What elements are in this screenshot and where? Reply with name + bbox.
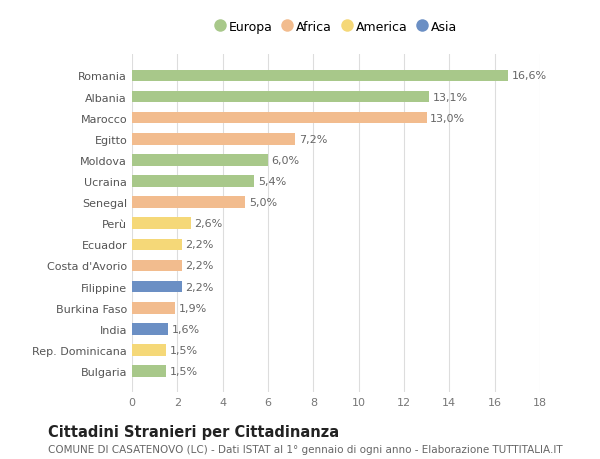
Text: 13,0%: 13,0%: [430, 113, 465, 123]
Bar: [132, 91, 429, 103]
Bar: [132, 323, 168, 335]
Bar: [132, 239, 182, 251]
Bar: [132, 134, 295, 145]
Text: 13,1%: 13,1%: [433, 92, 467, 102]
Text: 16,6%: 16,6%: [512, 71, 547, 81]
Bar: [132, 197, 245, 208]
Text: 2,2%: 2,2%: [185, 282, 214, 292]
Bar: [132, 344, 166, 356]
Text: 7,2%: 7,2%: [299, 134, 327, 145]
Bar: [132, 176, 254, 187]
Text: 1,5%: 1,5%: [169, 345, 197, 355]
Bar: [132, 112, 427, 124]
Text: 2,2%: 2,2%: [185, 261, 214, 271]
Text: 5,4%: 5,4%: [258, 177, 286, 187]
Bar: [132, 365, 166, 377]
Bar: [132, 155, 268, 166]
Bar: [132, 70, 508, 82]
Text: 2,2%: 2,2%: [185, 240, 214, 250]
Text: 5,0%: 5,0%: [249, 198, 277, 207]
Text: 1,6%: 1,6%: [172, 324, 200, 334]
Text: 2,6%: 2,6%: [194, 219, 223, 229]
Bar: [132, 218, 191, 230]
Text: 6,0%: 6,0%: [271, 156, 299, 166]
Bar: [132, 302, 175, 314]
Bar: [132, 281, 182, 293]
Text: 1,9%: 1,9%: [178, 303, 207, 313]
Text: Cittadini Stranieri per Cittadinanza: Cittadini Stranieri per Cittadinanza: [48, 425, 339, 440]
Text: COMUNE DI CASATENOVO (LC) - Dati ISTAT al 1° gennaio di ogni anno - Elaborazione: COMUNE DI CASATENOVO (LC) - Dati ISTAT a…: [48, 444, 563, 454]
Legend: Europa, Africa, America, Asia: Europa, Africa, America, Asia: [215, 21, 457, 34]
Bar: [132, 260, 182, 272]
Text: 1,5%: 1,5%: [169, 366, 197, 376]
